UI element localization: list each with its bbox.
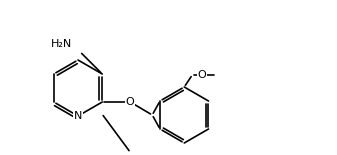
Text: O: O xyxy=(126,97,134,107)
Text: O: O xyxy=(198,70,207,80)
Text: N: N xyxy=(74,111,82,121)
Text: H₂N: H₂N xyxy=(51,39,72,49)
